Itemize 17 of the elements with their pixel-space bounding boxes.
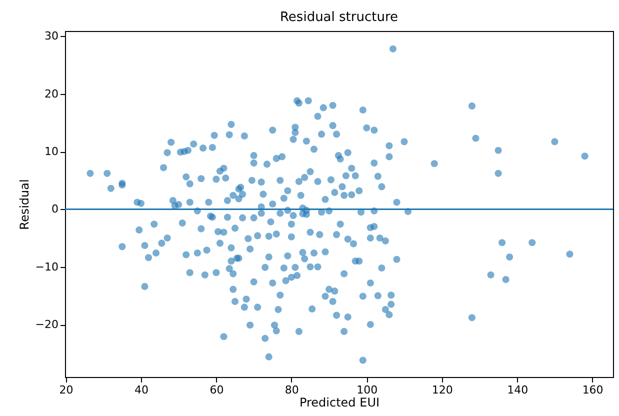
x-tick-label: 160 (582, 384, 604, 396)
x-tick-label: 40 (134, 384, 148, 396)
y-tick-label: −10 (35, 260, 58, 274)
x-tick-label: 20 (59, 384, 74, 396)
y-tick-label: 20 (44, 87, 58, 100)
y-tick-label: −20 (35, 318, 58, 332)
x-tick-label: 100 (356, 384, 378, 396)
y-tick-label: 10 (44, 145, 58, 158)
x-tick-label: 120 (432, 384, 453, 396)
x-axis-title: Predicted EUI (299, 396, 380, 410)
x-tick-label: 60 (210, 384, 224, 396)
y-axis-title: Residual (17, 179, 32, 230)
y-tick-label: 30 (44, 30, 58, 43)
x-tick-label: 140 (507, 384, 528, 396)
x-tick-label: 80 (284, 384, 299, 396)
chart-title: Residual structure (280, 10, 398, 26)
y-tick-label: 0 (52, 202, 58, 216)
